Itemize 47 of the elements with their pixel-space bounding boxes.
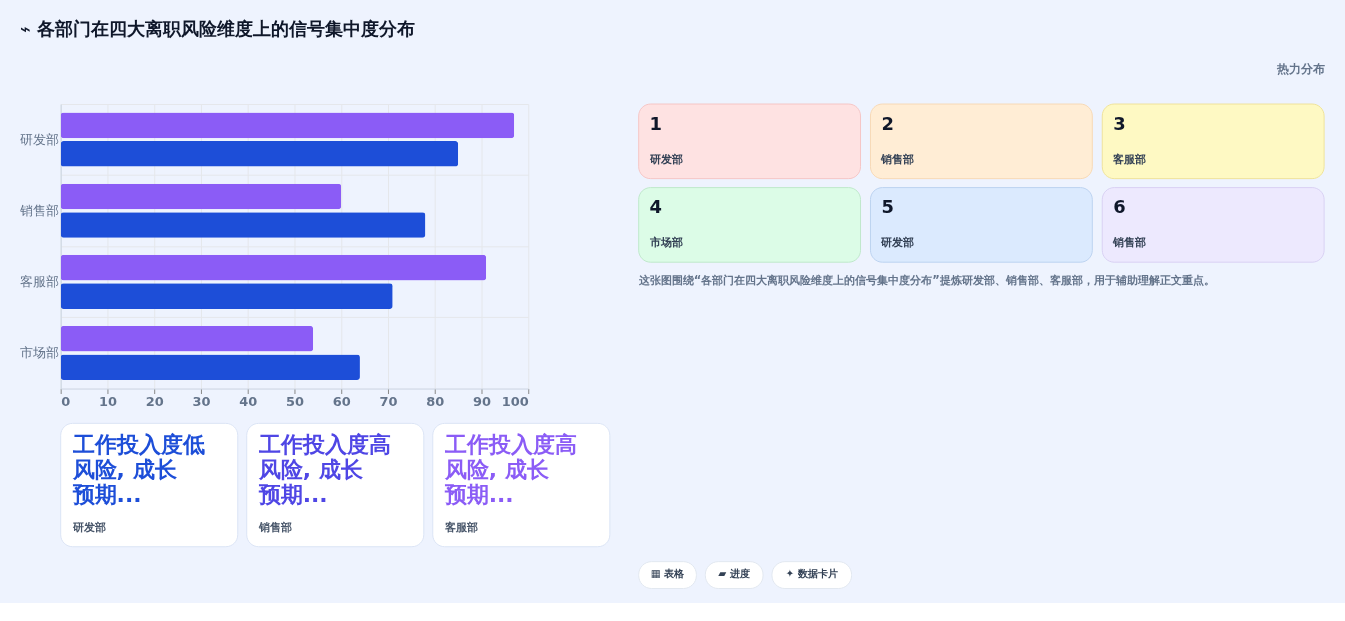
text: 热力分布	[1276, 62, 1326, 77]
x-tick-label: 90	[473, 393, 491, 409]
x-tick-label: 40	[239, 393, 258, 409]
bar	[60, 112, 515, 139]
text: ✦ 数据卡片	[785, 566, 838, 579]
text: ▦ 表格	[650, 566, 686, 579]
text: 3	[1113, 112, 1126, 134]
x-tick-label: 30	[192, 393, 211, 409]
y-tick-label: 客服部	[20, 273, 60, 289]
text: 客服部	[443, 520, 478, 534]
text: 工作投入度低风险, 成长预期...	[71, 432, 205, 507]
bar	[60, 325, 314, 352]
text: 2	[881, 112, 894, 134]
bar	[60, 354, 360, 381]
x-tick-label: 10	[98, 393, 117, 409]
x-tick-label: 80	[426, 393, 445, 409]
y-tick-label: 研发部	[20, 131, 60, 147]
text: 销售部	[257, 520, 292, 534]
text: 这张图围绕“各部门在四大离职风险维度上的信号集中度分布”提炼研发部、销售部、客服部，用于辅助理解正文重点。	[637, 273, 1215, 288]
x-tick-label: 20	[145, 393, 164, 409]
text: 6	[1113, 196, 1126, 218]
y-tick-label: 市场部	[20, 344, 60, 360]
bar	[60, 141, 459, 167]
text: ▰ 进度	[718, 566, 751, 579]
text: 研发部	[880, 236, 915, 250]
x-tick-label: 50	[285, 393, 304, 409]
chart-title: ⌁ 各部门在四大离职风险维度上的信号集中度分布	[19, 18, 415, 40]
text: 市场部	[648, 236, 683, 250]
text: 销售部	[1112, 236, 1147, 250]
text: 研发部	[71, 520, 106, 534]
x-tick-label: 100	[501, 393, 529, 409]
x-tick-label: 70	[379, 393, 398, 409]
text: 工作投入度高风险, 成长预期...	[257, 432, 391, 507]
text: 5	[881, 196, 894, 218]
text: 工作投入度高风险, 成长预期...	[443, 432, 577, 507]
text: 客服部	[1112, 152, 1147, 166]
bar	[60, 183, 342, 210]
text: 销售部	[880, 152, 915, 166]
bar	[60, 212, 426, 238]
text: 研发部	[648, 152, 683, 166]
x-tick-label: 0	[61, 393, 71, 409]
x-tick-label: 60	[332, 393, 351, 409]
text: 4	[649, 196, 663, 218]
bar	[60, 283, 393, 309]
text: 1	[649, 112, 663, 134]
y-tick-label: 销售部	[19, 202, 60, 218]
bar	[60, 254, 487, 281]
